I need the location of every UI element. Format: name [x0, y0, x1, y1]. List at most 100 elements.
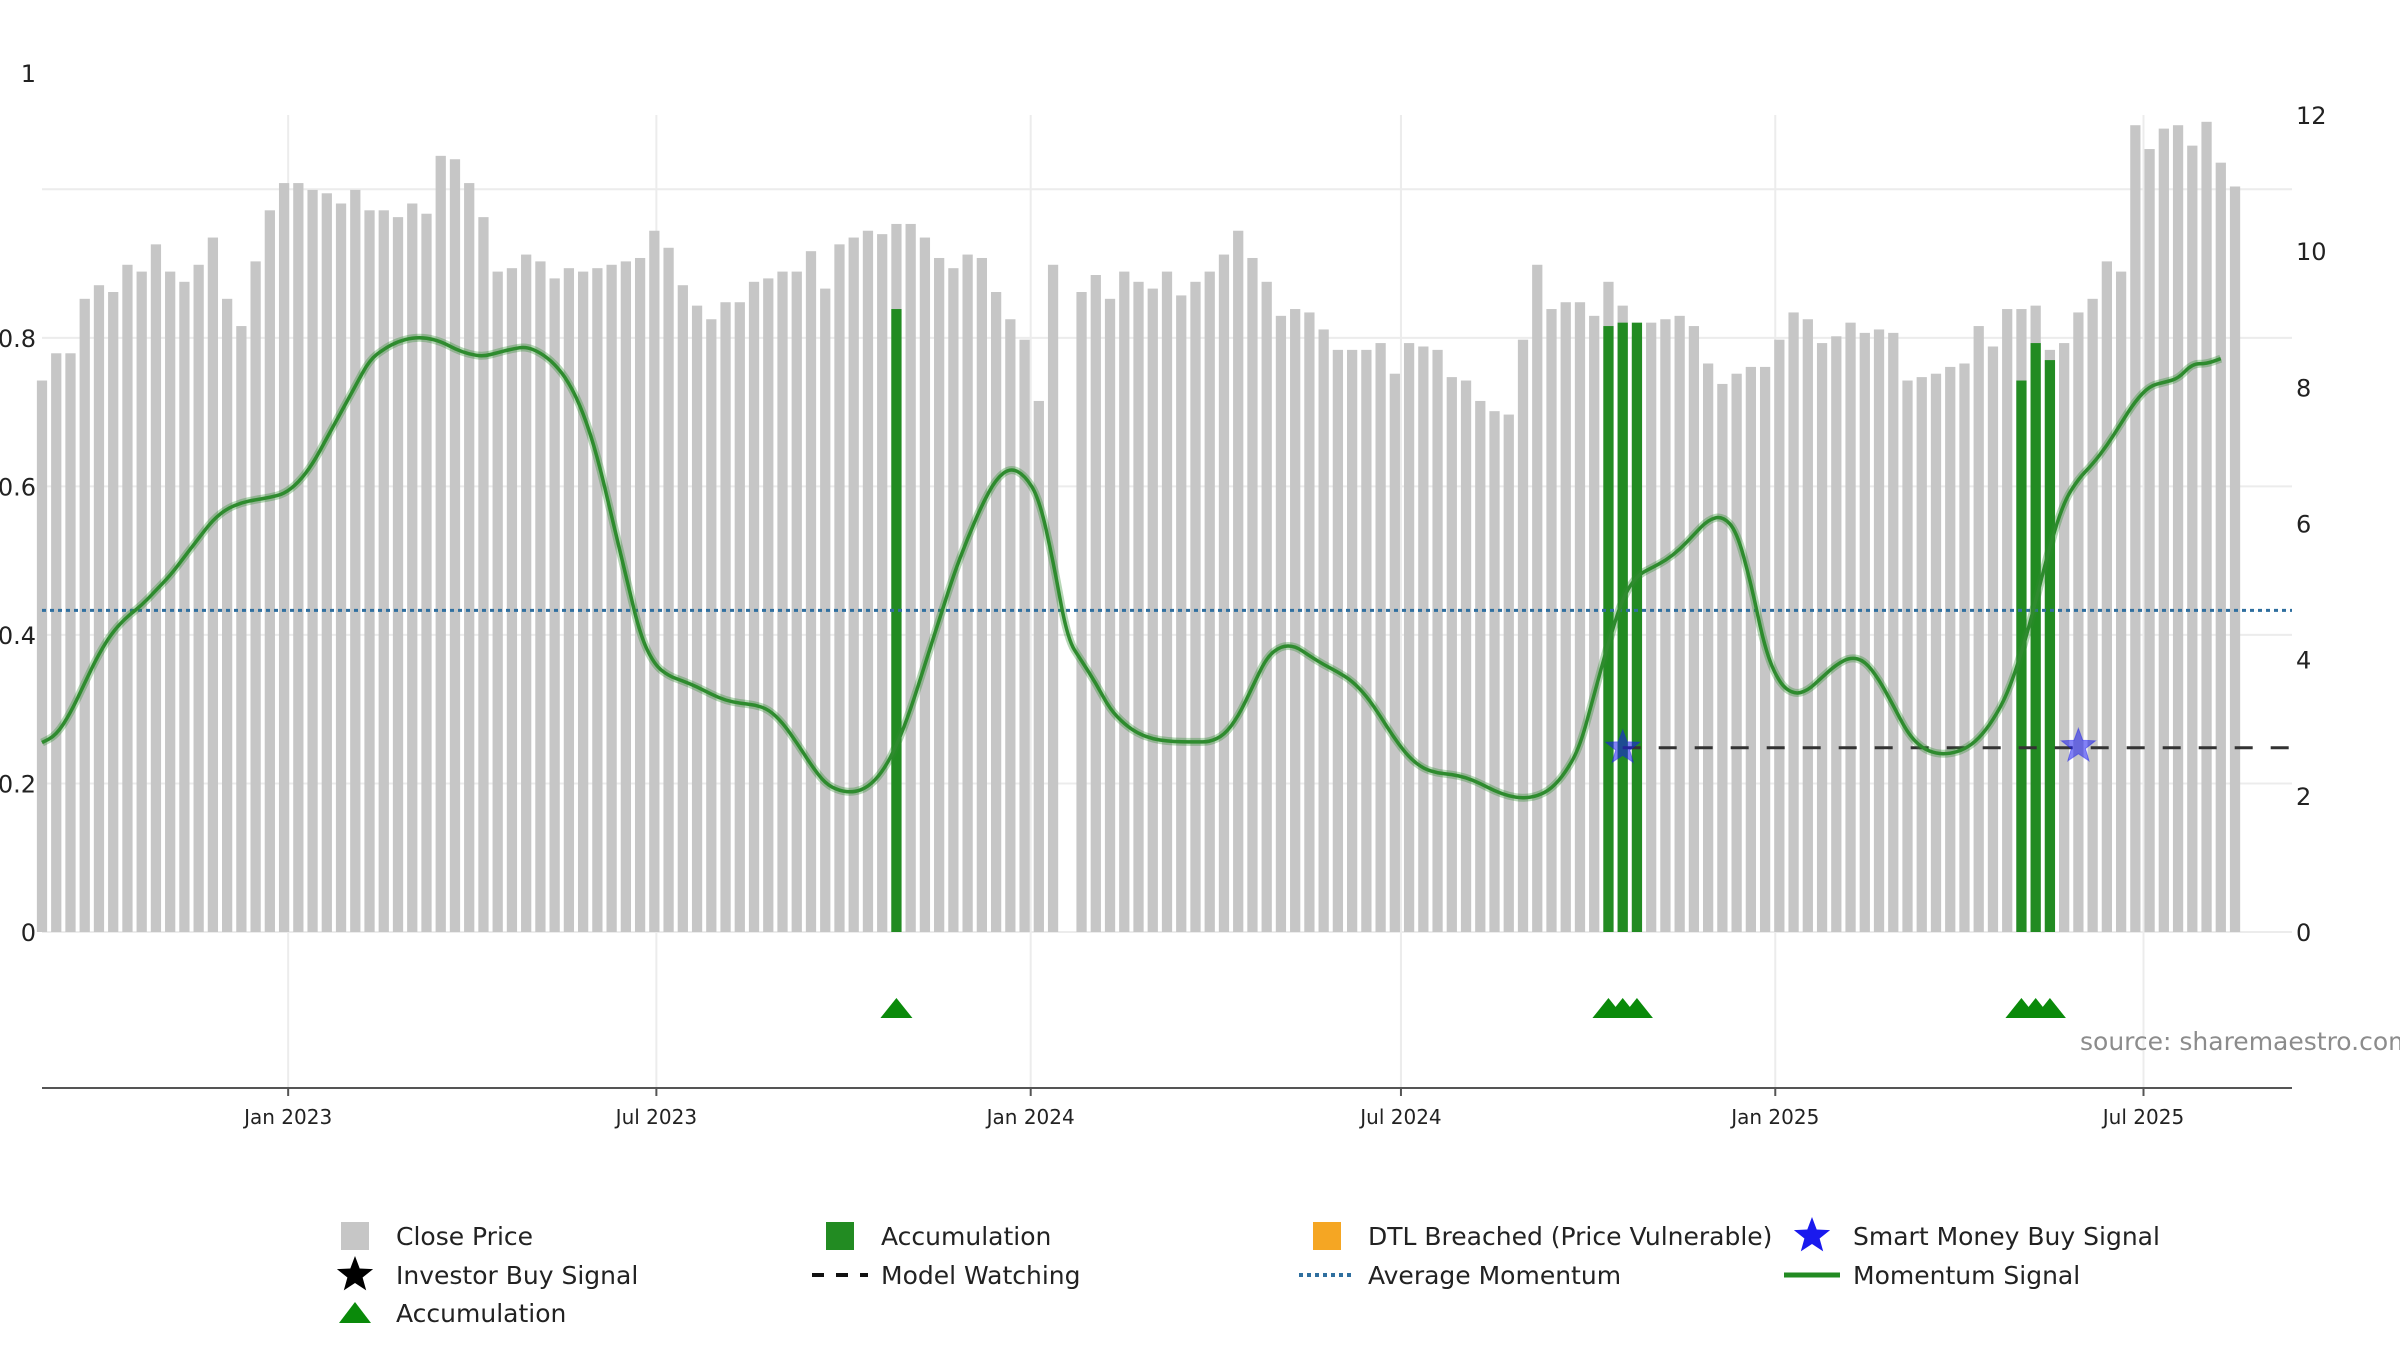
smart-money-buy-star — [2059, 726, 2097, 763]
close-price-bar — [1674, 315, 1685, 932]
close-price-bar — [1959, 363, 1970, 933]
close-price-bar — [1745, 366, 1756, 932]
legend-label: Smart Money Buy Signal — [1853, 1222, 2160, 1251]
close-price-bar — [2158, 128, 2169, 932]
legend-label: Model Watching — [881, 1261, 1081, 1290]
legend-triangle-icon — [339, 1302, 371, 1323]
close-price-bar — [1347, 349, 1358, 932]
close-price-bar — [592, 268, 603, 932]
close-price-bar — [2229, 186, 2241, 933]
close-price-bar — [1688, 326, 1700, 932]
close-price-bar — [278, 183, 290, 933]
close-price-bar — [193, 264, 204, 932]
close-price-bar — [1973, 326, 1984, 932]
close-price-bar — [834, 244, 845, 932]
close-price-bar — [378, 210, 389, 933]
close-price-bar — [1802, 319, 1813, 932]
close-price-bar — [1375, 343, 1386, 932]
lines-layer — [40, 333, 2292, 802]
close-price-bar — [250, 261, 261, 933]
right-tick-label: 0 — [2296, 919, 2311, 947]
close-price-bar — [65, 353, 76, 933]
legend-item: Smart Money Buy Signal — [1793, 1217, 2160, 1252]
close-price-bar — [1033, 400, 1044, 932]
close-price-bar — [2215, 162, 2226, 933]
accumulation-bar — [1631, 322, 1643, 932]
close-price-bar — [1546, 309, 1557, 933]
close-price-bar — [734, 302, 745, 933]
close-price-bar — [1831, 336, 1842, 932]
close-price-bar — [1432, 349, 1443, 932]
close-price-bar — [1460, 380, 1472, 932]
close-price-bar — [848, 237, 859, 933]
close-price-bar — [321, 193, 332, 932]
close-price-bar — [820, 288, 831, 932]
accumulation-triangle — [1620, 998, 1653, 1018]
x-tick-label: Jul 2025 — [2101, 1105, 2184, 1129]
close-price-bar — [2172, 125, 2184, 932]
close-price-bar — [51, 353, 62, 933]
left-tick-label: 0.8 — [0, 325, 36, 353]
close-price-bar — [2002, 309, 2013, 933]
close-price-bar — [549, 278, 560, 932]
close-price-bar — [2201, 121, 2212, 932]
close-price-bar — [2087, 298, 2098, 932]
legend-label: Accumulation — [881, 1222, 1051, 1251]
close-price-bar — [1290, 309, 1301, 933]
close-price-bar — [805, 251, 817, 932]
legend-label: Accumulation — [396, 1299, 566, 1328]
close-price-bar — [1660, 319, 1671, 932]
accumulation-bar — [1617, 322, 1628, 932]
close-price-bar — [1930, 373, 1942, 932]
close-price-bar — [1261, 281, 1272, 932]
close-price-bar — [620, 261, 631, 933]
legend-item: Accumulation — [826, 1222, 1051, 1251]
close-price-bar — [1176, 295, 1187, 932]
right-tick-label: 6 — [2296, 511, 2311, 539]
close-price-bar — [1774, 339, 1785, 932]
close-price-bar — [1646, 322, 1657, 932]
close-price-bar — [1204, 271, 1215, 932]
right-tick-label: 8 — [2296, 374, 2311, 402]
close-price-bar — [1218, 254, 1230, 933]
close-price-bar — [1503, 414, 1514, 933]
close-price-bar — [492, 271, 503, 932]
close-price-bar — [1532, 264, 1543, 932]
x-tick-label: Jul 2024 — [1358, 1105, 1441, 1129]
close-price-bar — [1475, 400, 1486, 932]
close-price-bar — [222, 298, 233, 932]
close-price-bar — [948, 268, 959, 932]
legend-swatch — [341, 1222, 369, 1250]
accumulation-bar — [1603, 326, 1614, 932]
close-price-bar — [364, 210, 375, 933]
close-price-bar — [748, 281, 760, 932]
legend-item: Investor Buy Signal — [336, 1256, 638, 1291]
close-price-bar — [976, 257, 987, 933]
close-price-bar — [136, 271, 147, 932]
close-price-bar — [1119, 271, 1130, 932]
x-tick-label: Jan 2024 — [985, 1105, 1075, 1129]
legend-label: Close Price — [396, 1222, 533, 1251]
close-price-bar — [449, 159, 461, 933]
legend-swatch — [826, 1222, 854, 1250]
accumulation-triangle — [2033, 998, 2066, 1018]
close-price-bar — [1717, 383, 1728, 932]
legend-label: Investor Buy Signal — [396, 1261, 638, 1290]
close-price-bar — [1816, 343, 1828, 932]
right-tick-label: 2 — [2296, 783, 2311, 811]
close-price-bar — [1190, 281, 1201, 932]
close-price-bar — [108, 292, 119, 932]
close-price-bar — [535, 261, 546, 933]
close-price-bar — [1945, 366, 1956, 932]
close-price-bar — [478, 217, 489, 932]
close-price-bar — [2130, 125, 2141, 932]
left-tick-label: 0.2 — [0, 770, 36, 798]
close-price-bar — [1845, 322, 1856, 932]
close-price-bar — [1019, 339, 1030, 932]
close-price-bar — [2187, 145, 2198, 932]
close-price-bar — [179, 281, 190, 932]
close-price-bar — [1275, 315, 1287, 932]
legend-item: Momentum Signal — [1784, 1261, 2080, 1290]
